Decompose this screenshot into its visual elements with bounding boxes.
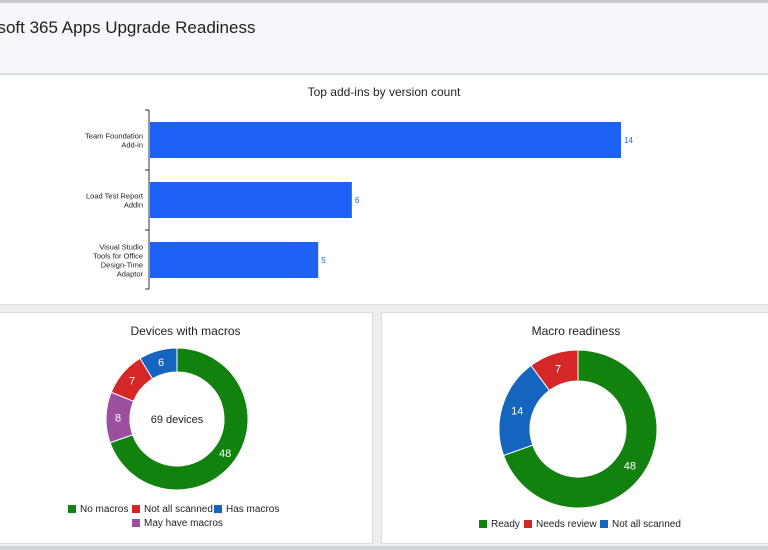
category-label-0: Team Foundation Add-in [85, 132, 143, 150]
devices-legend-label-3: May have macros [144, 518, 223, 529]
page-title: osoft 365 Apps Upgrade Readiness [0, 18, 256, 37]
window-top-border [0, 0, 768, 3]
devices-chart-title: Devices with macros [130, 324, 241, 338]
devices-legend-swatch-2 [214, 505, 222, 513]
bar-1[interactable] [150, 182, 352, 218]
readiness-chart-title: Macro readiness [531, 324, 621, 338]
devices-legend-item-2[interactable]: Has macros [214, 504, 279, 515]
devices-legend-label-1: Not all scanned [144, 504, 213, 515]
devices-slice-label-2: 6 [158, 357, 164, 369]
bar-value-label-2: 5 [321, 256, 326, 265]
readiness-slice-1[interactable] [530, 349, 579, 392]
devices-slice-label-3: 8 [115, 413, 121, 425]
devices-legend-label-2: Has macros [226, 504, 279, 515]
readiness-legend-label-2: Not all scanned [612, 519, 681, 530]
addins-chart-title: Top add-ins by version count [307, 85, 461, 99]
macro-readiness-panel: Macro readiness 48 14 7 Ready Needs review No… [381, 312, 768, 544]
addins-bar-chart: 14 Team Foundation Add-in 6 Load Test Report… [85, 109, 633, 290]
devices-legend-item-3[interactable]: May have macros [132, 518, 223, 529]
readiness-legend-item-1[interactable]: Needs review [524, 519, 597, 530]
category-label-1: Load Test Report Addin [86, 192, 144, 210]
readiness-donut-chart: 48 14 7 Ready Needs review Not all scanned [479, 349, 681, 530]
readiness-legend-item-2[interactable]: Not all scanned [600, 519, 681, 530]
devices-with-macros-panel: Devices with macros 48 8 7 6 69 devices No ma… [0, 312, 373, 544]
readiness-slice-label-1: 7 [555, 364, 561, 376]
readiness-legend-label-1: Needs review [536, 519, 597, 530]
bar-0[interactable] [150, 122, 621, 158]
bar-value-label-1: 6 [355, 196, 360, 205]
devices-legend-swatch-1 [132, 505, 140, 513]
readiness-slice-label-2: 14 [511, 405, 523, 417]
devices-legend-item-0[interactable]: No macros [68, 504, 128, 515]
bar-value-label-0: 14 [624, 136, 633, 145]
readiness-legend-item-0[interactable]: Ready [479, 519, 520, 530]
devices-slice-label-1: 7 [129, 376, 135, 388]
devices-slice-0[interactable] [109, 347, 249, 491]
devices-legend-label-0: No macros [80, 504, 128, 515]
bar-2[interactable] [150, 242, 319, 278]
devices-donut-chart: 48 8 7 6 69 devices No macros Not all scanned H… [68, 347, 279, 529]
devices-legend-swatch-0 [68, 505, 76, 513]
readiness-legend-swatch-0 [479, 520, 487, 528]
readiness-legend-swatch-2 [600, 520, 608, 528]
devices-center-label: 69 devices [151, 414, 204, 426]
top-addins-panel: Top add-ins by version count 14 Team Foun… [0, 74, 768, 305]
readiness-legend-swatch-1 [524, 520, 532, 528]
readiness-slice-label-0: 48 [624, 461, 636, 473]
page-header: osoft 365 Apps Upgrade Readiness [0, 3, 768, 74]
readiness-slice-0[interactable] [502, 349, 658, 509]
devices-slice-2[interactable] [139, 347, 178, 380]
devices-legend-swatch-3 [132, 519, 140, 527]
bottom-border [0, 546, 768, 550]
devices-legend-item-1[interactable]: Not all scanned [132, 504, 213, 515]
readiness-legend-label-0: Ready [491, 519, 520, 530]
category-label-2: Visual Studio Tools for Office Design-Time… [93, 243, 143, 279]
devices-slice-label-0: 48 [219, 448, 231, 460]
